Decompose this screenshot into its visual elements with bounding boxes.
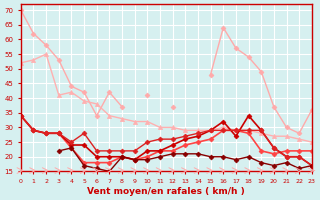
X-axis label: Vent moyen/en rafales ( km/h ): Vent moyen/en rafales ( km/h )	[87, 187, 245, 196]
